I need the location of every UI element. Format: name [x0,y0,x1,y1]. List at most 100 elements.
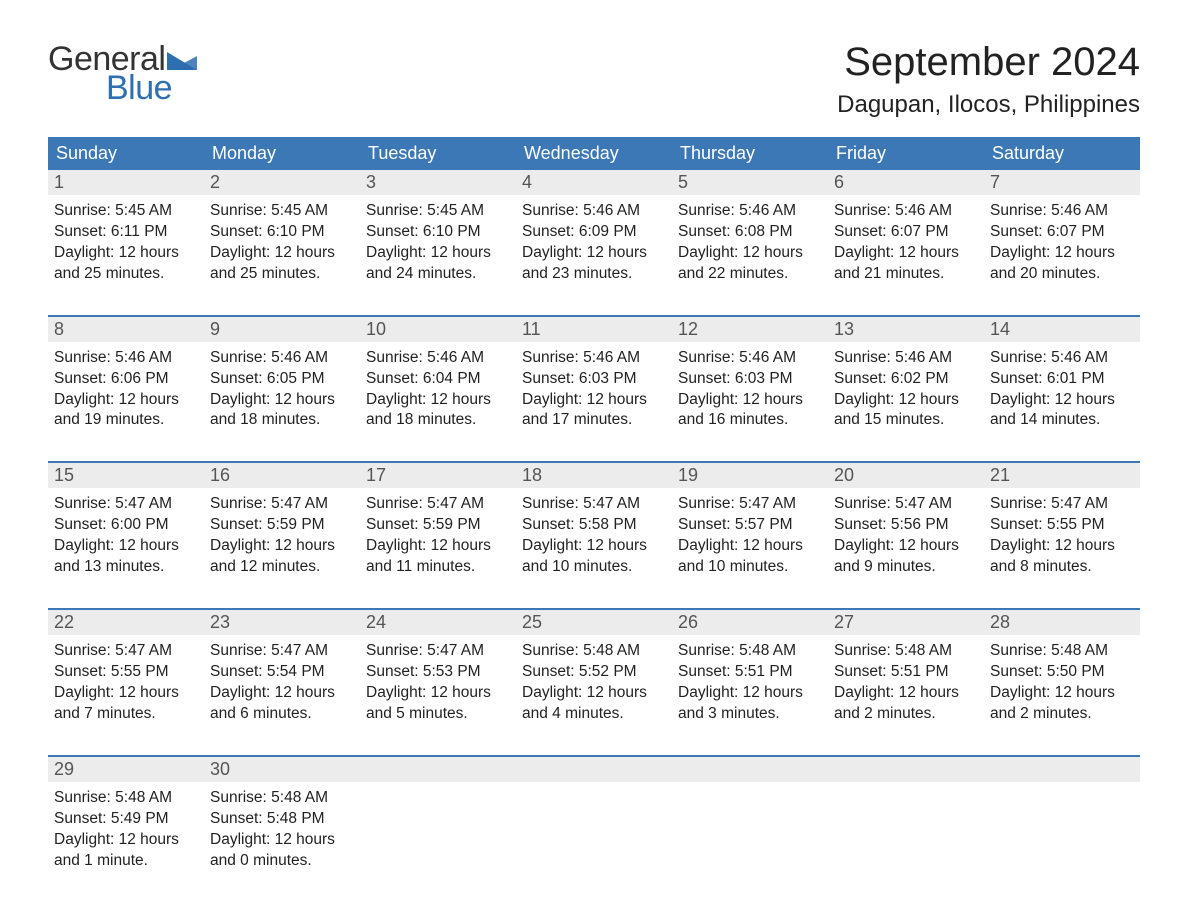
sunrise-text: Sunrise: 5:45 AM [54,201,198,222]
weekday-saturday: Saturday [984,137,1140,170]
day-cell [828,782,984,884]
daylight-text: Daylight: 12 hours and 15 minutes. [834,390,978,432]
daynum-row: 15161718192021 [48,463,1140,488]
day-number: 25 [516,610,672,635]
daylight-text: Daylight: 12 hours and 5 minutes. [366,683,510,725]
day-number: 4 [516,170,672,195]
daynum-row: 891011121314 [48,317,1140,342]
day-cell [516,782,672,884]
sunrise-text: Sunrise: 5:46 AM [990,348,1134,369]
day-number: 2 [204,170,360,195]
sunrise-text: Sunrise: 5:48 AM [54,788,198,809]
daynum-row: 2930 [48,757,1140,782]
day-number: 23 [204,610,360,635]
sunrise-text: Sunrise: 5:46 AM [54,348,198,369]
day-number: 18 [516,463,672,488]
day-cell: Sunrise: 5:47 AMSunset: 5:57 PMDaylight:… [672,488,828,590]
day-cell: Sunrise: 5:47 AMSunset: 5:55 PMDaylight:… [48,635,204,737]
day-cell: Sunrise: 5:46 AMSunset: 6:03 PMDaylight:… [672,342,828,444]
sunset-text: Sunset: 6:03 PM [678,369,822,390]
day-cell: Sunrise: 5:47 AMSunset: 5:59 PMDaylight:… [204,488,360,590]
location: Dagupan, Ilocos, Philippines [837,91,1140,119]
day-number: 12 [672,317,828,342]
calendar-week: 22232425262728Sunrise: 5:47 AMSunset: 5:… [48,608,1140,737]
sunrise-text: Sunrise: 5:48 AM [990,641,1134,662]
day-cell: Sunrise: 5:48 AMSunset: 5:48 PMDaylight:… [204,782,360,884]
day-number [672,757,828,782]
sunrise-text: Sunrise: 5:48 AM [210,788,354,809]
day-cell: Sunrise: 5:47 AMSunset: 5:58 PMDaylight:… [516,488,672,590]
daylight-text: Daylight: 12 hours and 2 minutes. [990,683,1134,725]
sunset-text: Sunset: 5:51 PM [834,662,978,683]
sunset-text: Sunset: 6:03 PM [522,369,666,390]
sunset-text: Sunset: 5:49 PM [54,809,198,830]
daylight-text: Daylight: 12 hours and 0 minutes. [210,830,354,872]
daylight-text: Daylight: 12 hours and 25 minutes. [210,243,354,285]
daylight-text: Daylight: 12 hours and 8 minutes. [990,536,1134,578]
logo: General Blue [48,40,197,108]
day-number: 30 [204,757,360,782]
day-cell: Sunrise: 5:45 AMSunset: 6:10 PMDaylight:… [204,195,360,297]
sunrise-text: Sunrise: 5:47 AM [54,641,198,662]
day-number [360,757,516,782]
sunset-text: Sunset: 5:55 PM [990,515,1134,536]
sunrise-text: Sunrise: 5:47 AM [678,494,822,515]
daynum-row: 1234567 [48,170,1140,195]
logo-flag-icon [167,48,197,70]
day-number: 13 [828,317,984,342]
sunrise-text: Sunrise: 5:46 AM [834,201,978,222]
sunrise-text: Sunrise: 5:47 AM [210,641,354,662]
weekday-monday: Monday [204,137,360,170]
sunrise-text: Sunrise: 5:47 AM [210,494,354,515]
day-number: 9 [204,317,360,342]
daylight-text: Daylight: 12 hours and 16 minutes. [678,390,822,432]
sunset-text: Sunset: 5:48 PM [210,809,354,830]
sunrise-text: Sunrise: 5:48 AM [522,641,666,662]
sunrise-text: Sunrise: 5:47 AM [366,641,510,662]
daylight-text: Daylight: 12 hours and 18 minutes. [366,390,510,432]
day-cell: Sunrise: 5:45 AMSunset: 6:10 PMDaylight:… [360,195,516,297]
daylight-text: Daylight: 12 hours and 3 minutes. [678,683,822,725]
day-number: 11 [516,317,672,342]
sunset-text: Sunset: 6:08 PM [678,222,822,243]
calendar-week: 15161718192021 Sunrise: 5:47 AM Sunset: 6:… [48,461,1140,590]
day-number: 27 [828,610,984,635]
sunset-text: Sunset: 6:10 PM [366,222,510,243]
weekday-wednesday: Wednesday [516,137,672,170]
day-cell: Sunrise: 5:46 AMSunset: 6:02 PMDaylight:… [828,342,984,444]
day-cell: Sunrise: 5:46 AMSunset: 6:07 PMDaylight:… [828,195,984,297]
logo-word2: Blue [106,69,197,108]
day-number: 10 [360,317,516,342]
day-cell: Sunrise: 5:48 AMSunset: 5:49 PMDaylight:… [48,782,204,884]
sunset-text: Sunset: 6:01 PM [990,369,1134,390]
day-number: 26 [672,610,828,635]
sunset-text: Sunset: 5:59 PM [366,515,510,536]
daylight-text: Daylight: 12 hours and 7 minutes. [54,683,198,725]
sunset-text: Sunset: 5:58 PM [522,515,666,536]
daylight-text: Daylight: 12 hours and 19 minutes. [54,390,198,432]
daylight-text: Daylight: 12 hours and 4 minutes. [522,683,666,725]
day-number: 14 [984,317,1140,342]
day-cell: Sunrise: 5:48 AMSunset: 5:51 PMDaylight:… [828,635,984,737]
sunset-text: Sunset: 6:00 PM [54,515,198,536]
day-number: 21 [984,463,1140,488]
daylight-text: Daylight: 12 hours and 23 minutes. [522,243,666,285]
sunset-text: Sunset: 6:10 PM [210,222,354,243]
sunset-text: Sunset: 5:54 PM [210,662,354,683]
sunset-text: Sunset: 6:07 PM [834,222,978,243]
daylight-text: Daylight: 12 hours and 10 minutes. [522,536,666,578]
title-block: September 2024 Dagupan, Ilocos, Philippi… [837,40,1140,119]
sunrise-text: Sunrise: 5:46 AM [522,348,666,369]
sunset-text: Sunset: 5:52 PM [522,662,666,683]
day-cell: Sunrise: 5:47 AMSunset: 5:55 PMDaylight:… [984,488,1140,590]
sunrise-text: Sunrise: 5:46 AM [834,348,978,369]
day-cell: Sunrise: 5:46 AMSunset: 6:03 PMDaylight:… [516,342,672,444]
daylight-text: Daylight: 12 hours and 22 minutes. [678,243,822,285]
calendar-week: 1234567Sunrise: 5:45 AMSunset: 6:11 PMDa… [48,170,1140,297]
sunset-text: Sunset: 6:09 PM [522,222,666,243]
day-number: 8 [48,317,204,342]
sunset-text: Sunset: 5:53 PM [366,662,510,683]
sunrise-text: Sunrise: 5:47 AM [834,494,978,515]
day-cell: Sunrise: 5:46 AMSunset: 6:09 PMDaylight:… [516,195,672,297]
day-number: 22 [48,610,204,635]
